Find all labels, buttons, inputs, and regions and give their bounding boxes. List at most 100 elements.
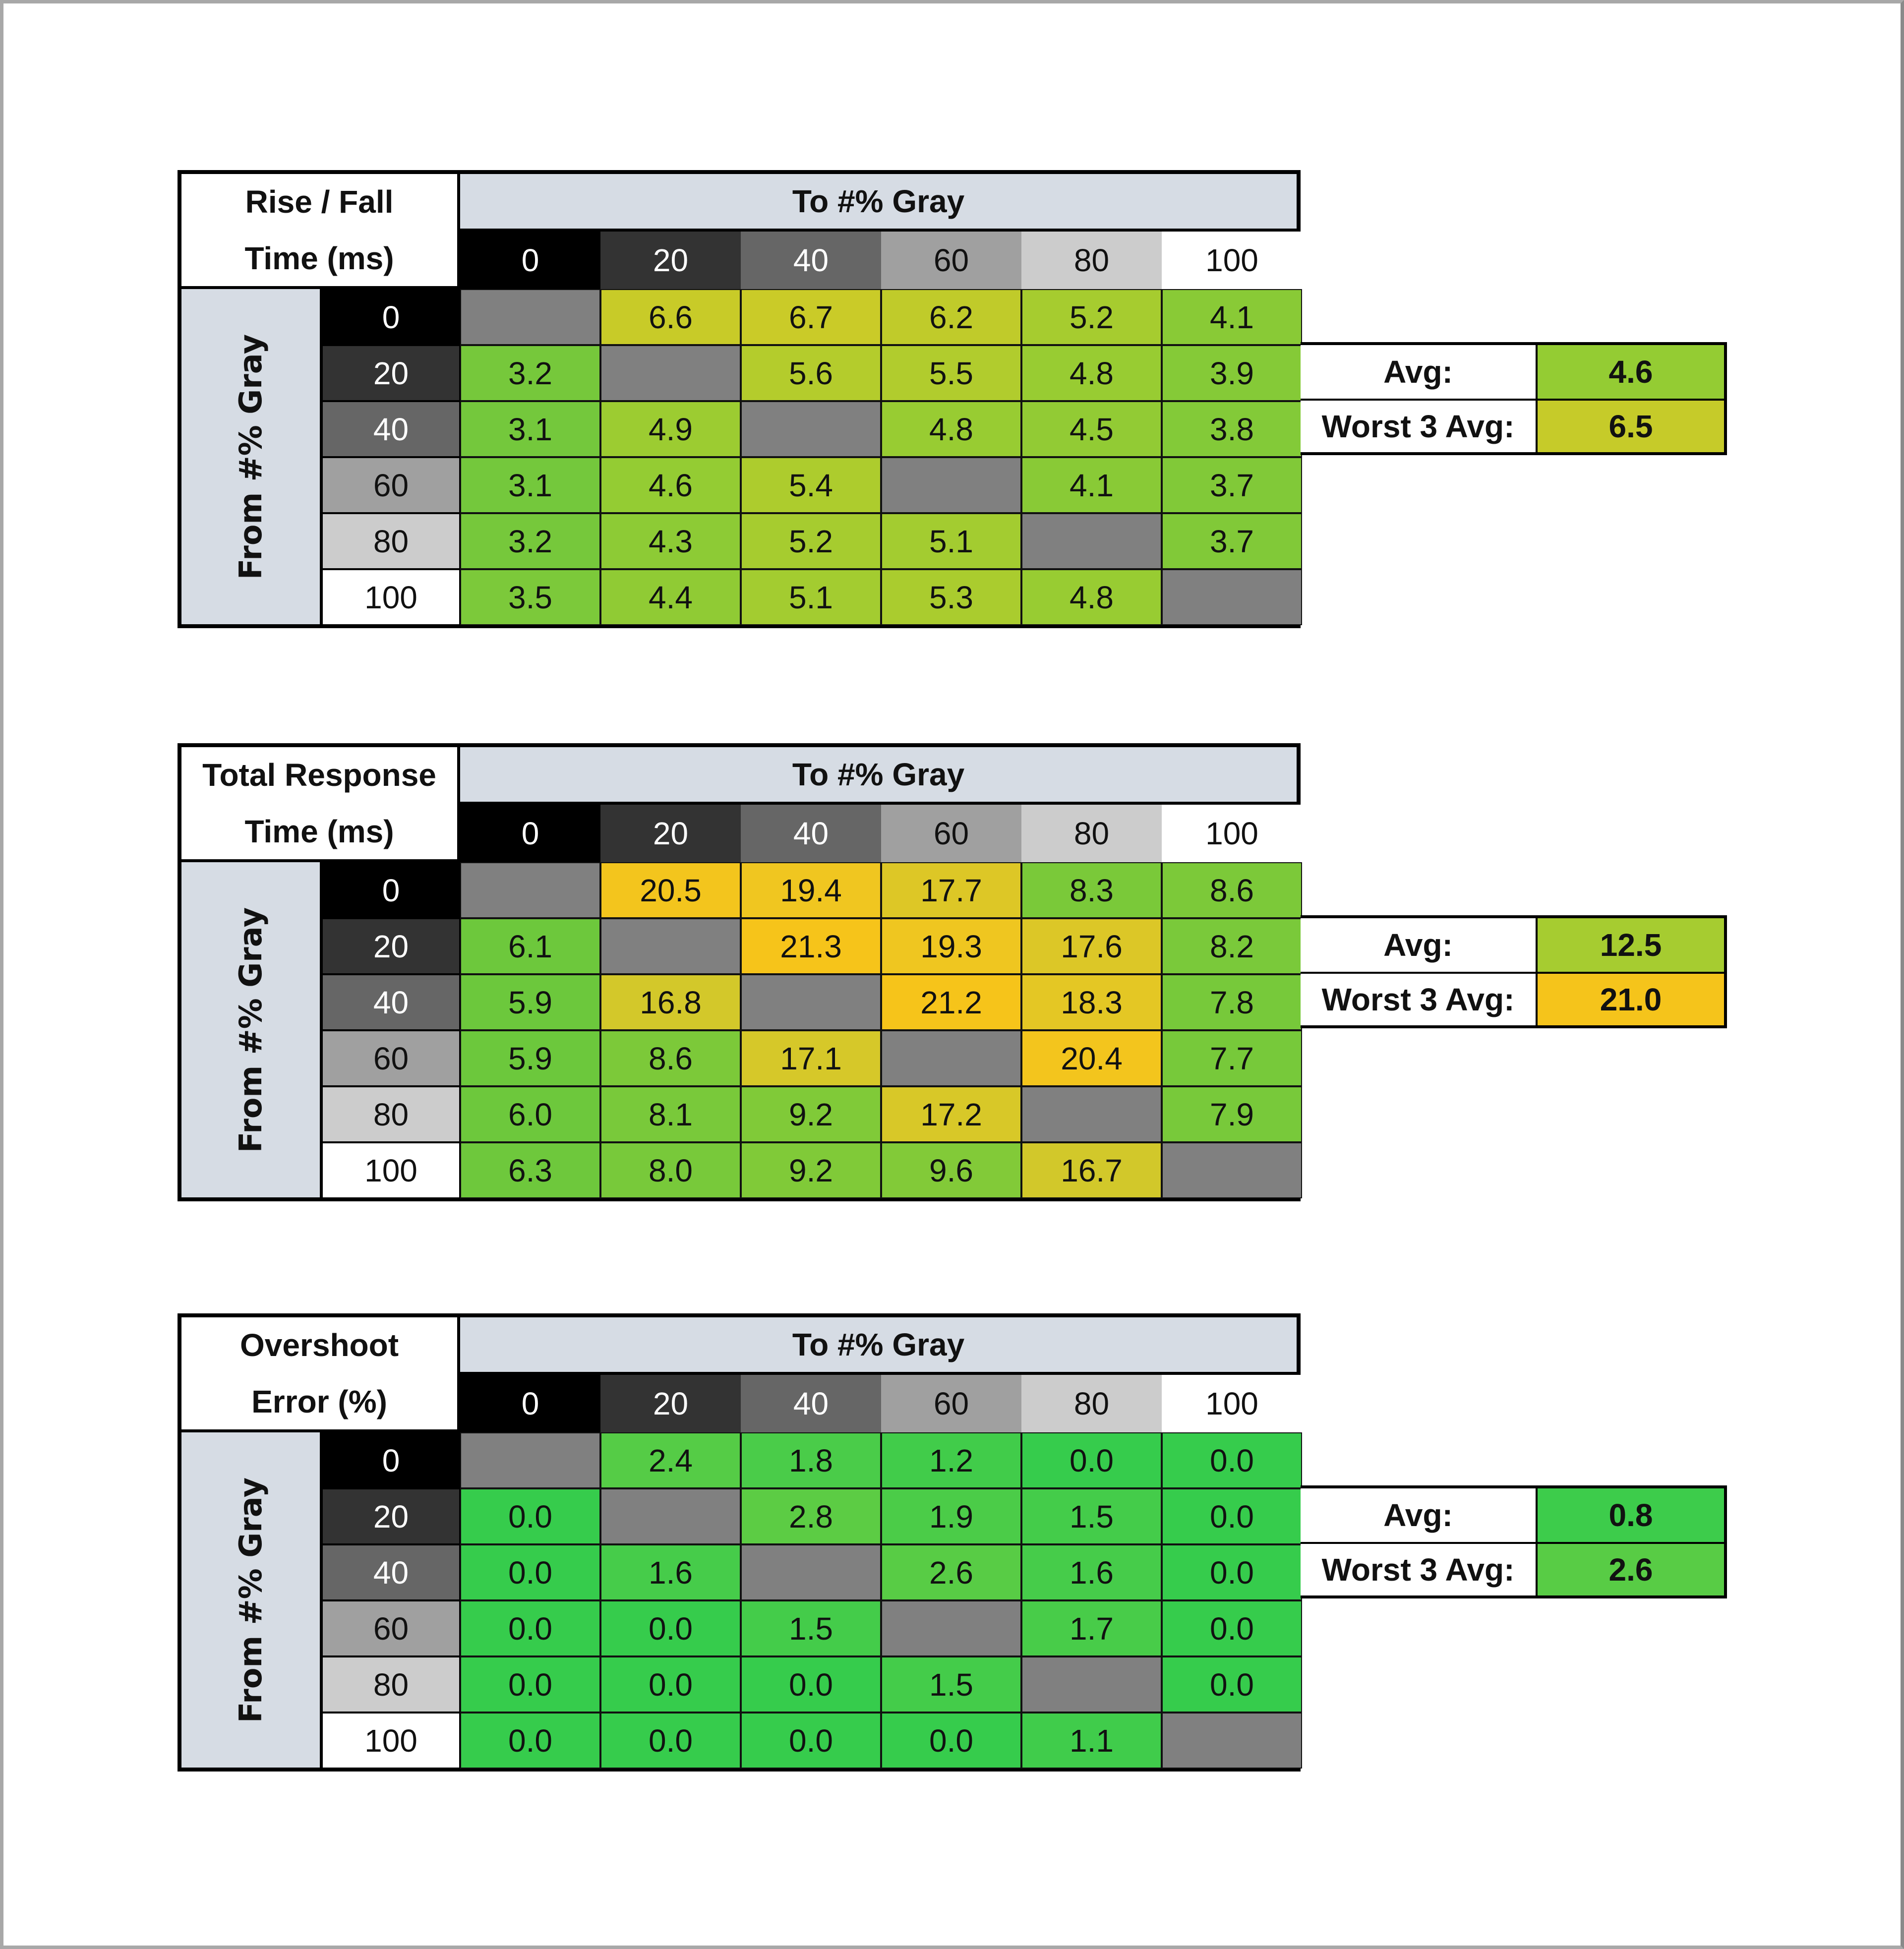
diagonal-cell: [1021, 513, 1162, 569]
data-cell: 0.0: [881, 1713, 1021, 1769]
row-header: 80: [322, 1086, 460, 1142]
diagonal-cell: [600, 1488, 741, 1544]
data-cell: 1.5: [741, 1600, 881, 1656]
diagonal-cell: [881, 457, 1021, 513]
data-cell: 18.3: [1021, 974, 1162, 1030]
table-title-line1: Rise / Fall: [245, 184, 394, 220]
data-cell: 17.6: [1021, 918, 1162, 974]
row-header: 0: [322, 289, 460, 345]
column-header: 20: [600, 1375, 741, 1432]
diagonal-cell: [1021, 1086, 1162, 1142]
data-cell: 1.6: [600, 1544, 741, 1600]
from-gray-header: From #% Gray: [181, 289, 322, 624]
table-title-line2: Time (ms): [244, 240, 394, 276]
table-title: Total Response Time (ms): [181, 747, 460, 862]
avg-label: Avg:: [1301, 345, 1536, 399]
data-cell: 1.5: [881, 1656, 1021, 1713]
data-cell: 4.4: [600, 569, 741, 625]
diagonal-cell: [1162, 569, 1302, 625]
column-header: 0: [460, 232, 600, 289]
avg-value: 4.6: [1536, 345, 1724, 399]
diagonal-cell: [881, 1600, 1021, 1656]
column-header: 40: [741, 232, 881, 289]
worst3-avg-label: Worst 3 Avg:: [1301, 401, 1536, 452]
diagonal-cell: [600, 918, 741, 974]
data-cell: 4.5: [1021, 401, 1162, 457]
data-cell: 21.2: [881, 974, 1021, 1030]
data-cell: 0.0: [1021, 1432, 1162, 1488]
data-cell: 1.7: [1021, 1600, 1162, 1656]
diagonal-cell: [1162, 1142, 1302, 1198]
data-cell: 16.7: [1021, 1142, 1162, 1198]
data-cell: 1.8: [741, 1432, 881, 1488]
data-cell: 6.0: [460, 1086, 600, 1142]
data-cell: 0.0: [460, 1656, 600, 1713]
data-cell: 8.2: [1162, 918, 1302, 974]
diagonal-cell: [741, 1544, 881, 1600]
row-header: 60: [322, 457, 460, 513]
data-cell: 7.7: [1162, 1030, 1302, 1086]
diagonal-cell: [881, 1030, 1021, 1086]
data-cell: 0.0: [741, 1713, 881, 1769]
column-header: 100: [1162, 805, 1302, 862]
data-cell: 5.4: [741, 457, 881, 513]
data-cell: 3.7: [1162, 457, 1302, 513]
from-gray-header: From #% Gray: [181, 1432, 322, 1768]
data-cell: 5.9: [460, 974, 600, 1030]
data-cell: 3.1: [460, 457, 600, 513]
avg-value: 0.8: [1536, 1488, 1724, 1542]
data-cell: 0.0: [741, 1656, 881, 1713]
column-header: 80: [1021, 1375, 1162, 1432]
data-cell: 5.9: [460, 1030, 600, 1086]
avg-label: Avg:: [1301, 1488, 1536, 1542]
column-header: 60: [881, 805, 1021, 862]
averages-box: Avg: 0.8 Worst 3 Avg: 2.6: [1301, 1485, 1727, 1598]
data-cell: 9.2: [741, 1086, 881, 1142]
divider: [1301, 972, 1724, 974]
column-header: 40: [741, 1375, 881, 1432]
row-header: 80: [322, 513, 460, 569]
worst3-avg-label: Worst 3 Avg:: [1301, 974, 1536, 1025]
diagonal-cell: [600, 345, 741, 401]
table-title-line1: Total Response: [202, 757, 436, 793]
data-cell: 17.2: [881, 1086, 1021, 1142]
to-gray-header: To #% Gray: [460, 174, 1297, 232]
from-gray-label: From #% Gray: [233, 907, 269, 1153]
data-cell: 8.6: [600, 1030, 741, 1086]
data-cell: 0.0: [1162, 1600, 1302, 1656]
from-gray-header: From #% Gray: [181, 862, 322, 1197]
data-cell: 3.2: [460, 345, 600, 401]
row-header: 100: [322, 569, 460, 625]
column-header: 80: [1021, 232, 1162, 289]
worst3-avg-value: 2.6: [1536, 1544, 1724, 1595]
worst3-avg-label: Worst 3 Avg:: [1301, 1544, 1536, 1595]
worst3-avg-value: 21.0: [1536, 974, 1724, 1025]
diagonal-cell: [1162, 1713, 1302, 1769]
data-cell: 0.0: [1162, 1432, 1302, 1488]
data-cell: 9.2: [741, 1142, 881, 1198]
avg-value: 12.5: [1536, 918, 1724, 972]
diagonal-cell: [741, 974, 881, 1030]
data-cell: 20.4: [1021, 1030, 1162, 1086]
data-cell: 5.1: [881, 513, 1021, 569]
row-header: 80: [322, 1656, 460, 1713]
averages-box: Avg: 4.6 Worst 3 Avg: 6.5: [1301, 342, 1727, 455]
data-cell: 7.8: [1162, 974, 1302, 1030]
row-header: 20: [322, 918, 460, 974]
table-title: Rise / Fall Time (ms): [181, 174, 460, 289]
row-header: 0: [322, 1432, 460, 1488]
data-cell: 0.0: [600, 1713, 741, 1769]
data-cell: 0.0: [460, 1713, 600, 1769]
column-header: 0: [460, 1375, 600, 1432]
to-gray-header: To #% Gray: [460, 747, 1297, 805]
table-grid: Rise / Fall Time (ms) To #% Gray From #% Gr…: [178, 170, 1302, 628]
data-cell: 1.2: [881, 1432, 1021, 1488]
data-cell: 5.2: [1021, 289, 1162, 345]
data-cell: 3.8: [1162, 401, 1302, 457]
data-cell: 6.3: [460, 1142, 600, 1198]
from-gray-label: From #% Gray: [233, 334, 269, 580]
data-cell: 2.8: [741, 1488, 881, 1544]
data-cell: 9.6: [881, 1142, 1021, 1198]
row-header: 40: [322, 1544, 460, 1600]
